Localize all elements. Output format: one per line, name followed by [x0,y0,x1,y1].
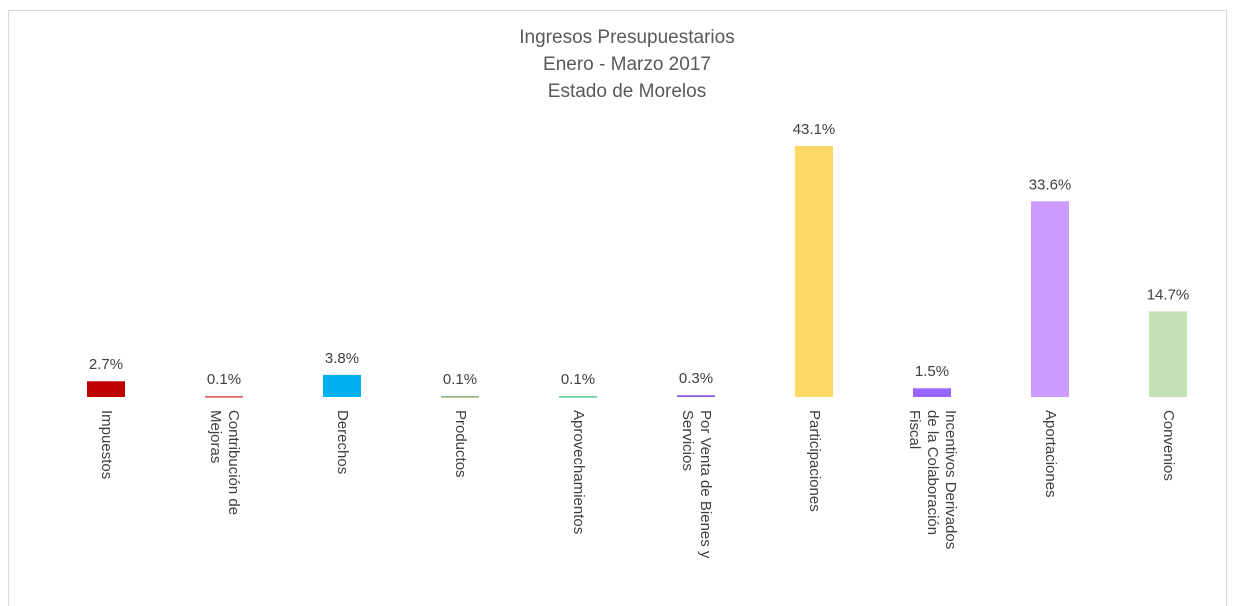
value-label: 2.7% [89,356,123,373]
x-tick-label: Productos [452,410,469,478]
bar [795,146,833,397]
chart-title: Ingresos Presupuestarios [519,27,734,48]
bar [559,396,597,398]
chart-border [8,10,1227,606]
value-label: 0.1% [561,371,595,388]
value-label: 0.1% [207,371,241,388]
bar [1149,311,1187,397]
bar [913,388,951,397]
value-label: 33.6% [1029,176,1072,193]
value-label: 0.1% [443,371,477,388]
x-tick-label: Aportaciones [1042,410,1059,498]
chart-title: Enero - Marzo 2017 [543,54,711,75]
x-tick-label: Derechos [334,410,351,474]
x-tick-label: Impuestos [98,410,115,479]
bar [87,381,125,397]
x-tick-label: Participaciones [806,410,823,512]
bar [205,396,243,398]
value-label: 14.7% [1147,286,1190,303]
x-tick-label: Contribución deMejoras [207,410,242,515]
value-label: 0.3% [679,370,713,387]
value-label: 43.1% [793,121,836,138]
value-label: 1.5% [915,363,949,380]
bar [1031,201,1069,397]
x-tick-label: Aprovechamientos [570,410,587,534]
bar [677,395,715,397]
chart-title: Estado de Morelos [548,81,706,102]
bar [323,374,361,397]
x-tick-label: Convenios [1160,410,1177,481]
x-tick-label: Por Venta de Bienes yServicios [679,410,714,559]
value-label: 3.8% [325,350,359,367]
x-tick-label: Incentivos Derivadosde la ColaboraciónFi… [906,410,959,549]
bar [441,396,479,398]
